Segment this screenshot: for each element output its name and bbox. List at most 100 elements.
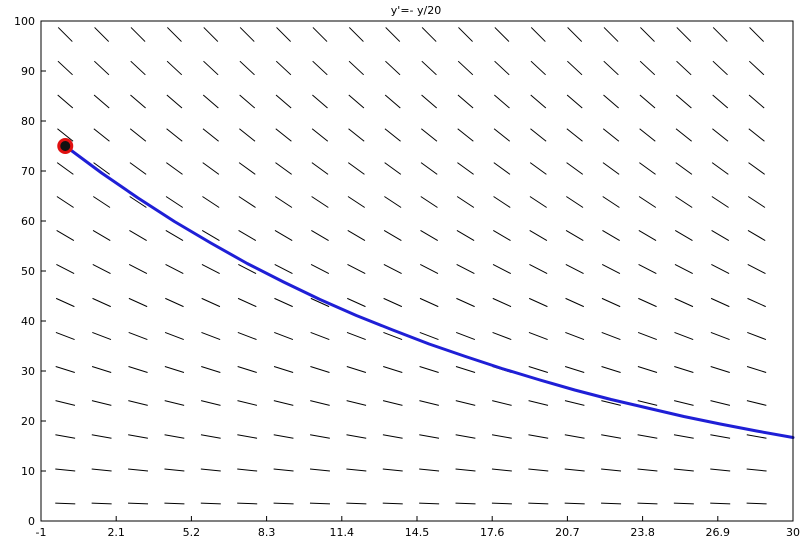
slope-segment [492, 400, 512, 406]
slope-segment [310, 331, 330, 341]
slope-segment [566, 128, 583, 142]
slope-segment [637, 434, 658, 439]
slope-segment [601, 263, 621, 275]
slope-segment [275, 60, 292, 76]
slope-segment [346, 366, 367, 373]
slope-segment [746, 400, 767, 406]
slope-segment [528, 297, 548, 308]
slope-segment [348, 94, 365, 109]
slope-segment [310, 400, 330, 406]
slope-segment [346, 331, 366, 341]
slope-segment [711, 229, 730, 242]
slope-segment [602, 162, 620, 175]
slope-segment [166, 94, 183, 109]
slope-segment [383, 331, 403, 341]
slope-segment [746, 366, 767, 373]
slope-segment [491, 502, 512, 505]
slope-segment [165, 297, 184, 308]
slope-segment [748, 162, 765, 175]
slope-segment [310, 434, 330, 439]
slope-segment [747, 263, 766, 275]
slope-segment [201, 297, 221, 308]
slope-segment [92, 297, 111, 308]
slope-segment [203, 60, 219, 76]
chart-title: y'=- y/20 [391, 4, 441, 17]
slope-segment [419, 502, 440, 505]
slope-segment [92, 263, 111, 275]
slope-segment [275, 162, 292, 175]
solution-curve [63, 144, 795, 439]
slope-segment [128, 263, 148, 275]
slope-segment [91, 434, 112, 439]
slope-segment [746, 468, 767, 472]
slope-segment [528, 400, 549, 406]
slope-segment [748, 60, 765, 76]
slope-segment [166, 128, 183, 142]
slope-segment [493, 128, 511, 142]
slope-segment [456, 263, 475, 275]
slope-segment [91, 366, 112, 373]
slope-segment [347, 263, 366, 275]
x-tick-label: 8.3 [258, 526, 276, 539]
slope-segment [637, 468, 658, 472]
slope-segment [202, 94, 219, 109]
slope-segment [710, 502, 731, 505]
slope-segment [310, 263, 330, 275]
slope-segment [676, 60, 692, 76]
slope-segment [528, 366, 548, 373]
slope-segment [493, 162, 511, 175]
slope-segment [382, 434, 403, 439]
slope-segment [455, 468, 476, 472]
slope-segment [346, 468, 367, 472]
slope-segment [566, 94, 583, 109]
slope-segment [674, 297, 694, 308]
slope-segment [165, 229, 184, 242]
slope-segment [567, 60, 583, 76]
slope-segment [710, 366, 730, 373]
slope-segment [747, 196, 766, 208]
slope-segment [275, 94, 292, 109]
slope-segment [128, 297, 148, 308]
slope-segment [711, 162, 729, 175]
slope-segment [675, 196, 693, 208]
slope-segment [164, 502, 185, 505]
slope-segment [57, 128, 74, 142]
slope-segment [492, 263, 512, 275]
slope-segment [237, 366, 257, 373]
slope-segment [602, 229, 620, 242]
slope-segment [385, 27, 401, 42]
slope-segment [565, 229, 584, 242]
slope-segment [456, 229, 475, 242]
slope-segment [56, 162, 74, 175]
slope-segment [638, 196, 657, 208]
slope-segment [238, 229, 257, 242]
slope-segment [457, 162, 474, 175]
slope-segment [710, 400, 731, 406]
slope-segment [93, 60, 110, 76]
slope-segment [384, 94, 401, 109]
slope-segment [164, 331, 184, 341]
slope-segment [347, 229, 366, 242]
slope-segment [273, 468, 294, 472]
slope-segment [419, 297, 439, 308]
slope-segment [601, 331, 621, 341]
slope-segment [239, 128, 256, 142]
slope-segment [238, 196, 256, 208]
slope-segment [311, 229, 329, 242]
slope-segment [55, 331, 75, 341]
y-tick-label: 40 [21, 315, 35, 328]
slope-segment [603, 94, 619, 109]
slope-segment [712, 60, 728, 76]
slope-segment [712, 128, 729, 142]
x-tick-label: 20.7 [555, 526, 580, 539]
slope-segment [274, 263, 293, 275]
slope-segment [747, 229, 766, 242]
slope-segment [383, 366, 403, 373]
slope-segment [712, 27, 728, 42]
slope-segment [674, 263, 693, 275]
slope-segment [420, 196, 438, 208]
slope-segment [55, 502, 76, 505]
slope-segment [710, 297, 730, 308]
slope-segment [202, 162, 220, 175]
slope-segment [494, 60, 510, 76]
